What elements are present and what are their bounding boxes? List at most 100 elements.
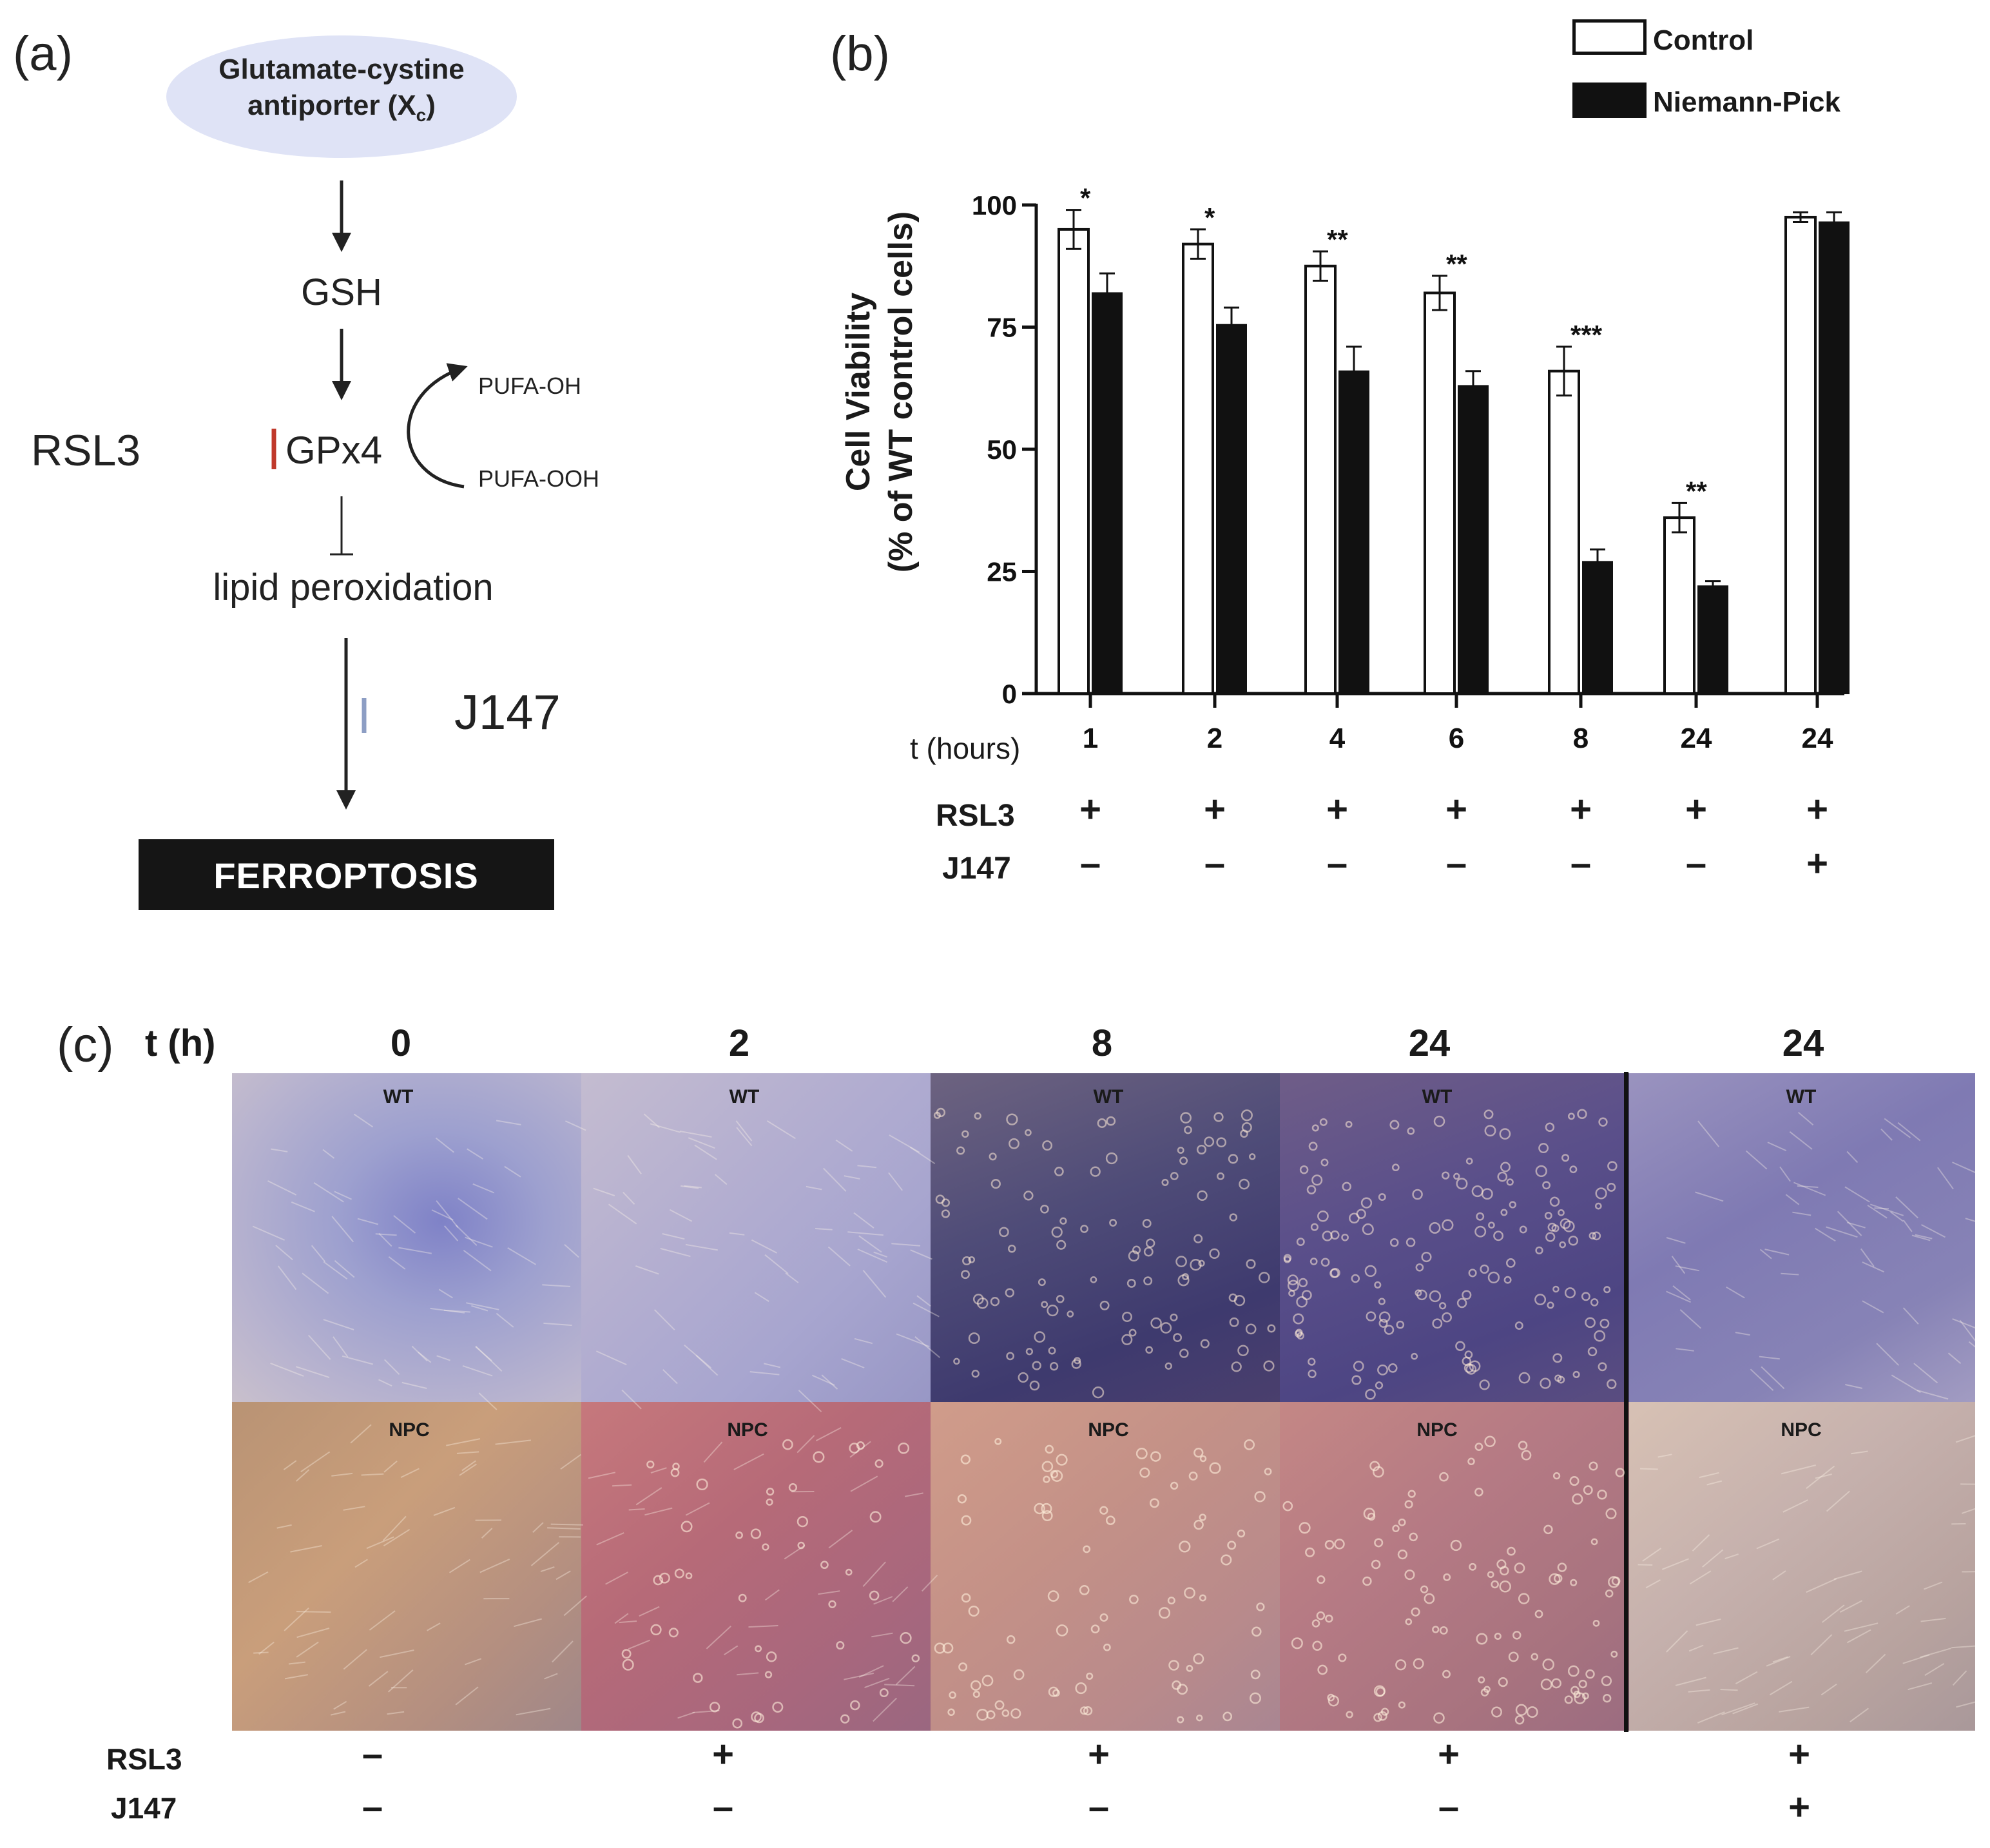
cell-spindle	[1642, 1548, 1662, 1562]
cell-rounded	[961, 1593, 971, 1603]
cell-spindle	[1844, 1622, 1879, 1632]
cell-spindle	[916, 1295, 931, 1307]
cell-spindle	[764, 1254, 789, 1274]
cell-rounded	[1267, 1324, 1276, 1333]
cell-spindle	[892, 1586, 909, 1602]
cell-spindle	[858, 1665, 884, 1678]
cell-rounded	[1561, 1154, 1570, 1162]
cell-rounded	[1342, 1182, 1351, 1192]
cell-rounded	[1442, 1669, 1451, 1678]
cell-rounded	[1519, 1225, 1527, 1234]
cell-rounded	[1227, 1541, 1237, 1550]
cell-spindle	[754, 1292, 769, 1302]
cell-rounded	[1256, 1602, 1265, 1611]
cell-rounded	[1552, 1353, 1563, 1363]
cell-spindle	[785, 1272, 799, 1283]
cell-spindle	[463, 1249, 492, 1272]
cell-spindle	[914, 1336, 941, 1358]
cell-rounded	[1322, 1230, 1333, 1241]
cell-rounded	[681, 1521, 693, 1533]
cell-spindle	[1884, 1118, 1911, 1138]
cell-spindle	[815, 1228, 833, 1230]
cell-spindle	[1661, 1558, 1689, 1570]
cell-spindle	[1821, 1683, 1837, 1696]
cell-spindle	[466, 1302, 499, 1310]
cell-rounded	[1595, 1187, 1607, 1200]
cell-spindle	[724, 1645, 739, 1656]
cell-rounded	[650, 1624, 662, 1636]
cell-rounded	[849, 1443, 860, 1454]
cell-spindle	[1724, 1553, 1739, 1560]
time-header: 2	[728, 1022, 750, 1064]
cell-spindle	[322, 1149, 335, 1159]
cell-rounded	[1240, 1129, 1248, 1138]
cell-spindle	[650, 1467, 667, 1474]
cell-rounded	[1092, 1386, 1105, 1399]
cell-rounded	[1507, 1546, 1516, 1556]
treatment-sign-b: –	[1079, 842, 1101, 884]
cell-rounded	[1149, 1498, 1159, 1508]
cell-spindle	[688, 1137, 715, 1149]
cell-rounded	[732, 1718, 743, 1729]
cell-rounded	[1356, 1209, 1366, 1220]
cell-rounded	[1050, 1470, 1063, 1482]
cell-spindle	[913, 1302, 940, 1318]
cell-spindle	[1713, 1647, 1739, 1655]
cell-rounded	[1228, 1154, 1239, 1164]
cell-spindle	[1793, 1182, 1826, 1196]
cell-spindle	[910, 1249, 932, 1260]
cell-rounded	[1067, 1310, 1074, 1318]
cell-rounded	[1222, 1711, 1233, 1722]
cell-spindle	[1869, 1203, 1904, 1216]
cell-rounded	[1462, 1290, 1472, 1300]
cell-rounded	[1378, 1298, 1386, 1305]
treatment-sign-c: –	[362, 1786, 383, 1828]
cell-spindle	[530, 1542, 559, 1566]
x-tick-label: 24	[1802, 723, 1833, 754]
micrograph-wt-0h	[232, 1073, 581, 1402]
cell-rounded	[1442, 1171, 1450, 1180]
cell-rounded	[820, 1561, 829, 1570]
cell-rounded	[1374, 1538, 1384, 1548]
cell-rounded	[1480, 1264, 1489, 1274]
cell-rounded	[1353, 1361, 1364, 1372]
cell-spindle	[1924, 1663, 1945, 1677]
cell-rounded	[1184, 1587, 1195, 1599]
cell-rounded	[1398, 1701, 1406, 1709]
cell-rounded	[1560, 1218, 1571, 1229]
cell-rounded	[1378, 1318, 1388, 1328]
cell-rounded	[762, 1543, 769, 1551]
cell-spindle	[1902, 1654, 1930, 1664]
cell-rounded	[898, 1442, 910, 1454]
cell-rounded	[869, 1511, 882, 1523]
cell-rounded	[1518, 1593, 1530, 1604]
cell-spindle	[401, 1381, 427, 1389]
cell-spindle	[1844, 1186, 1870, 1203]
cell-spindle	[835, 1139, 853, 1152]
cell-rounded	[1564, 1287, 1576, 1299]
cell-rounded	[1054, 1167, 1064, 1176]
cell-spindle	[383, 1359, 400, 1376]
cell-spindle	[555, 1570, 571, 1581]
cell-rounded	[1199, 1455, 1207, 1463]
cell-spindle	[1761, 1366, 1785, 1390]
bar-niemann-pick	[1092, 292, 1123, 694]
cell-spindle	[1902, 1220, 1913, 1232]
antiporter-line1: Glutamate-cystine	[218, 53, 465, 85]
cell-spindle	[1956, 1701, 1975, 1708]
cell-spindle	[596, 1532, 624, 1546]
cell-rounded	[947, 1708, 955, 1717]
cell-spindle	[350, 1424, 372, 1444]
cell-rounded	[1121, 1334, 1133, 1345]
ferroptosis-label: FERROPTOSIS	[213, 855, 479, 896]
cell-rounded	[1239, 1178, 1250, 1190]
cell-spindle	[1720, 1689, 1738, 1691]
cell-spindle	[330, 1711, 346, 1716]
cell-spindle	[1721, 1702, 1755, 1716]
cell-spindle	[653, 1309, 675, 1330]
cell-spindle	[1920, 1617, 1946, 1622]
cell-rounded	[1032, 1361, 1041, 1370]
cell-rounded	[1090, 1624, 1100, 1634]
cell-rounded	[968, 1332, 980, 1345]
cell-rounded	[1583, 1485, 1593, 1495]
